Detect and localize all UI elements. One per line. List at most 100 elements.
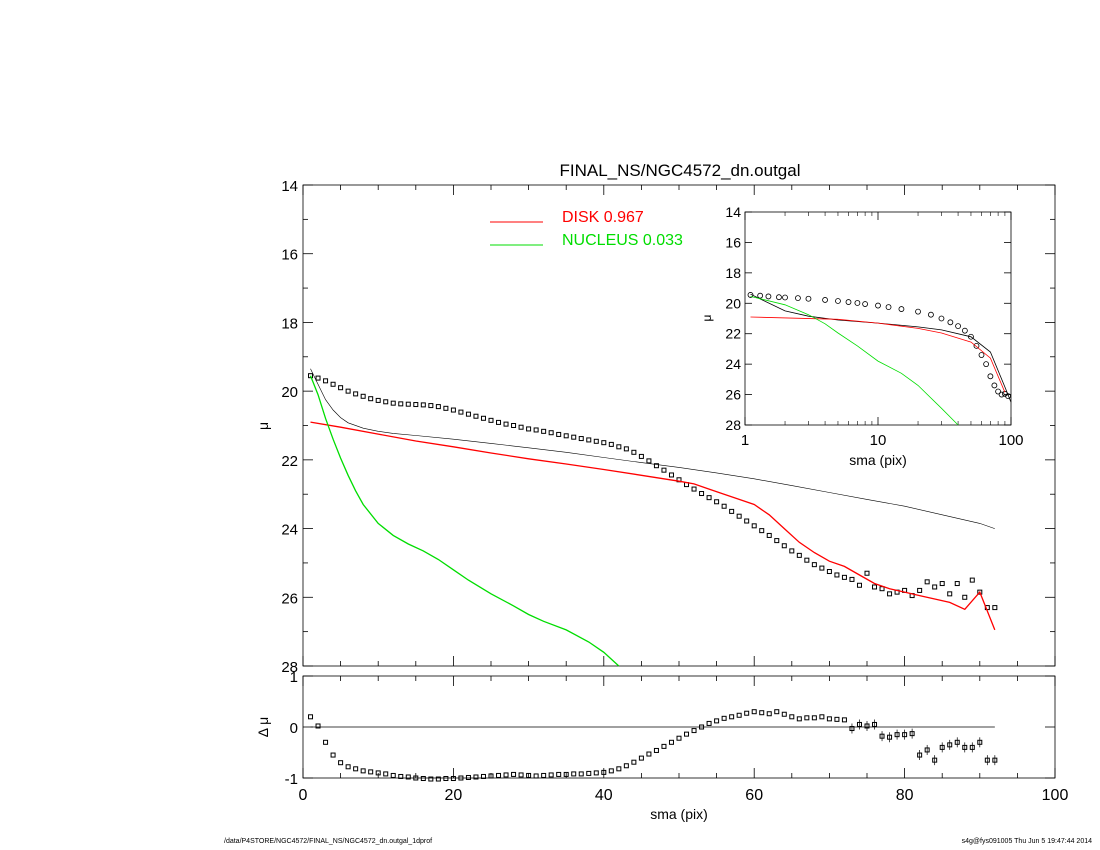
inset-data-point — [961, 327, 968, 334]
main-data-point — [789, 548, 795, 554]
inset-data-point — [955, 323, 961, 330]
main-y-tick-label: 14 — [281, 178, 298, 195]
residual-point — [804, 715, 810, 721]
residual-point — [819, 714, 825, 720]
residual-point — [323, 739, 329, 745]
main-data-point — [977, 589, 983, 595]
inset-y-ticks: 14 16 18 20 22 24 26 28 — [725, 204, 1011, 433]
residual-point — [887, 734, 893, 740]
residual-point — [774, 709, 780, 715]
main-data-point — [518, 424, 524, 430]
main-data-point — [653, 463, 659, 469]
residual-point — [932, 757, 938, 763]
inset-data-point — [1005, 393, 1011, 399]
residual-point — [668, 739, 674, 745]
residual-point — [864, 723, 870, 729]
main-data-point — [578, 436, 584, 442]
main-data-point — [872, 584, 878, 590]
inset-data-point — [973, 342, 980, 349]
inset-data-point — [898, 306, 905, 312]
inset-data-point — [835, 298, 841, 304]
main-data-point — [390, 400, 396, 406]
main-data-point — [533, 427, 539, 433]
main-data-point — [428, 403, 434, 409]
residual-point — [375, 770, 381, 776]
residual-point — [503, 772, 509, 778]
residual-point — [608, 768, 614, 774]
inset-plot-frame — [744, 211, 1012, 426]
residual-point — [646, 751, 652, 757]
residual-point — [736, 712, 742, 718]
inset-plot-series — [747, 292, 1012, 426]
residual-point — [811, 715, 817, 721]
residual-point — [368, 769, 374, 775]
main-y-tick-label: 28 — [281, 659, 298, 676]
inset-y-tick-label: 22 — [725, 326, 741, 342]
residual-point — [781, 711, 787, 717]
main-data-point — [443, 405, 449, 411]
residual-point — [616, 766, 622, 772]
inset-data-point — [995, 388, 1002, 395]
main-data-point — [511, 423, 517, 428]
inset-data-point — [875, 302, 881, 309]
main-data-point — [879, 586, 885, 592]
main-data-point — [969, 577, 975, 583]
residual-point — [631, 759, 637, 765]
residual-point — [729, 714, 735, 720]
main-data-point — [360, 393, 366, 399]
main-data-point — [608, 441, 614, 447]
main-data-point — [736, 513, 742, 519]
inset-model-line — [750, 293, 1012, 403]
residual-x-tick-label: 20 — [445, 787, 463, 804]
residual-point — [623, 763, 629, 769]
main-y-tick-label: 26 — [281, 590, 298, 607]
inset-data-point — [854, 300, 861, 306]
main-data-point — [699, 491, 705, 497]
inset-x-tick-label: 10 — [870, 432, 887, 449]
main-data-point — [375, 397, 381, 403]
inset-data-point — [776, 294, 782, 301]
inset-y-tick-label: 28 — [725, 417, 741, 433]
main-data-point — [571, 434, 577, 440]
main-data-point — [623, 446, 629, 452]
main-data-point — [932, 584, 938, 590]
residual-point — [661, 743, 667, 749]
residual-point — [450, 776, 456, 782]
residual-point — [894, 732, 900, 738]
residual-point — [518, 772, 524, 778]
footer-file-path: /data/P4STORE/NGC4572/FINAL_NS/NGC4572_d… — [224, 838, 433, 845]
footer-timestamp: s4g@fys091005 Thu Jun 5 19:47:44 2014 — [961, 838, 1092, 845]
inset-y-tick-label: 18 — [725, 265, 741, 281]
main-data-point — [420, 402, 426, 408]
residual-point — [420, 776, 426, 782]
residual-point — [954, 739, 960, 745]
main-y-axis-label: μ — [255, 422, 271, 430]
main-data-point — [796, 552, 802, 558]
main-data-point — [691, 486, 697, 492]
residual-point — [789, 714, 795, 720]
main-data-point — [323, 378, 329, 384]
main-data-point — [638, 453, 644, 459]
main-data-point — [548, 430, 554, 436]
inset-data-point — [968, 333, 974, 340]
model-total-line — [310, 368, 995, 529]
main-data-point — [744, 518, 750, 524]
main-data-point — [924, 579, 930, 585]
main-data-point — [488, 417, 494, 423]
main-data-point — [556, 431, 562, 437]
residual-point — [428, 776, 434, 782]
main-y-tick-label: 16 — [281, 247, 298, 264]
residual-point — [541, 772, 547, 778]
main-data-point — [330, 381, 336, 387]
main-data-point — [631, 449, 637, 455]
nucleus-component-line — [309, 375, 620, 667]
inset-disk-line — [750, 316, 1006, 393]
residual-point — [879, 733, 885, 739]
residual-point — [578, 771, 584, 777]
main-data-point — [473, 413, 479, 419]
inset-y-tick-label: 20 — [725, 295, 741, 311]
main-data-point — [338, 385, 344, 391]
inset-data-point — [747, 292, 754, 298]
residual-x-tick-label: 40 — [595, 787, 613, 804]
main-data-point — [526, 426, 532, 432]
